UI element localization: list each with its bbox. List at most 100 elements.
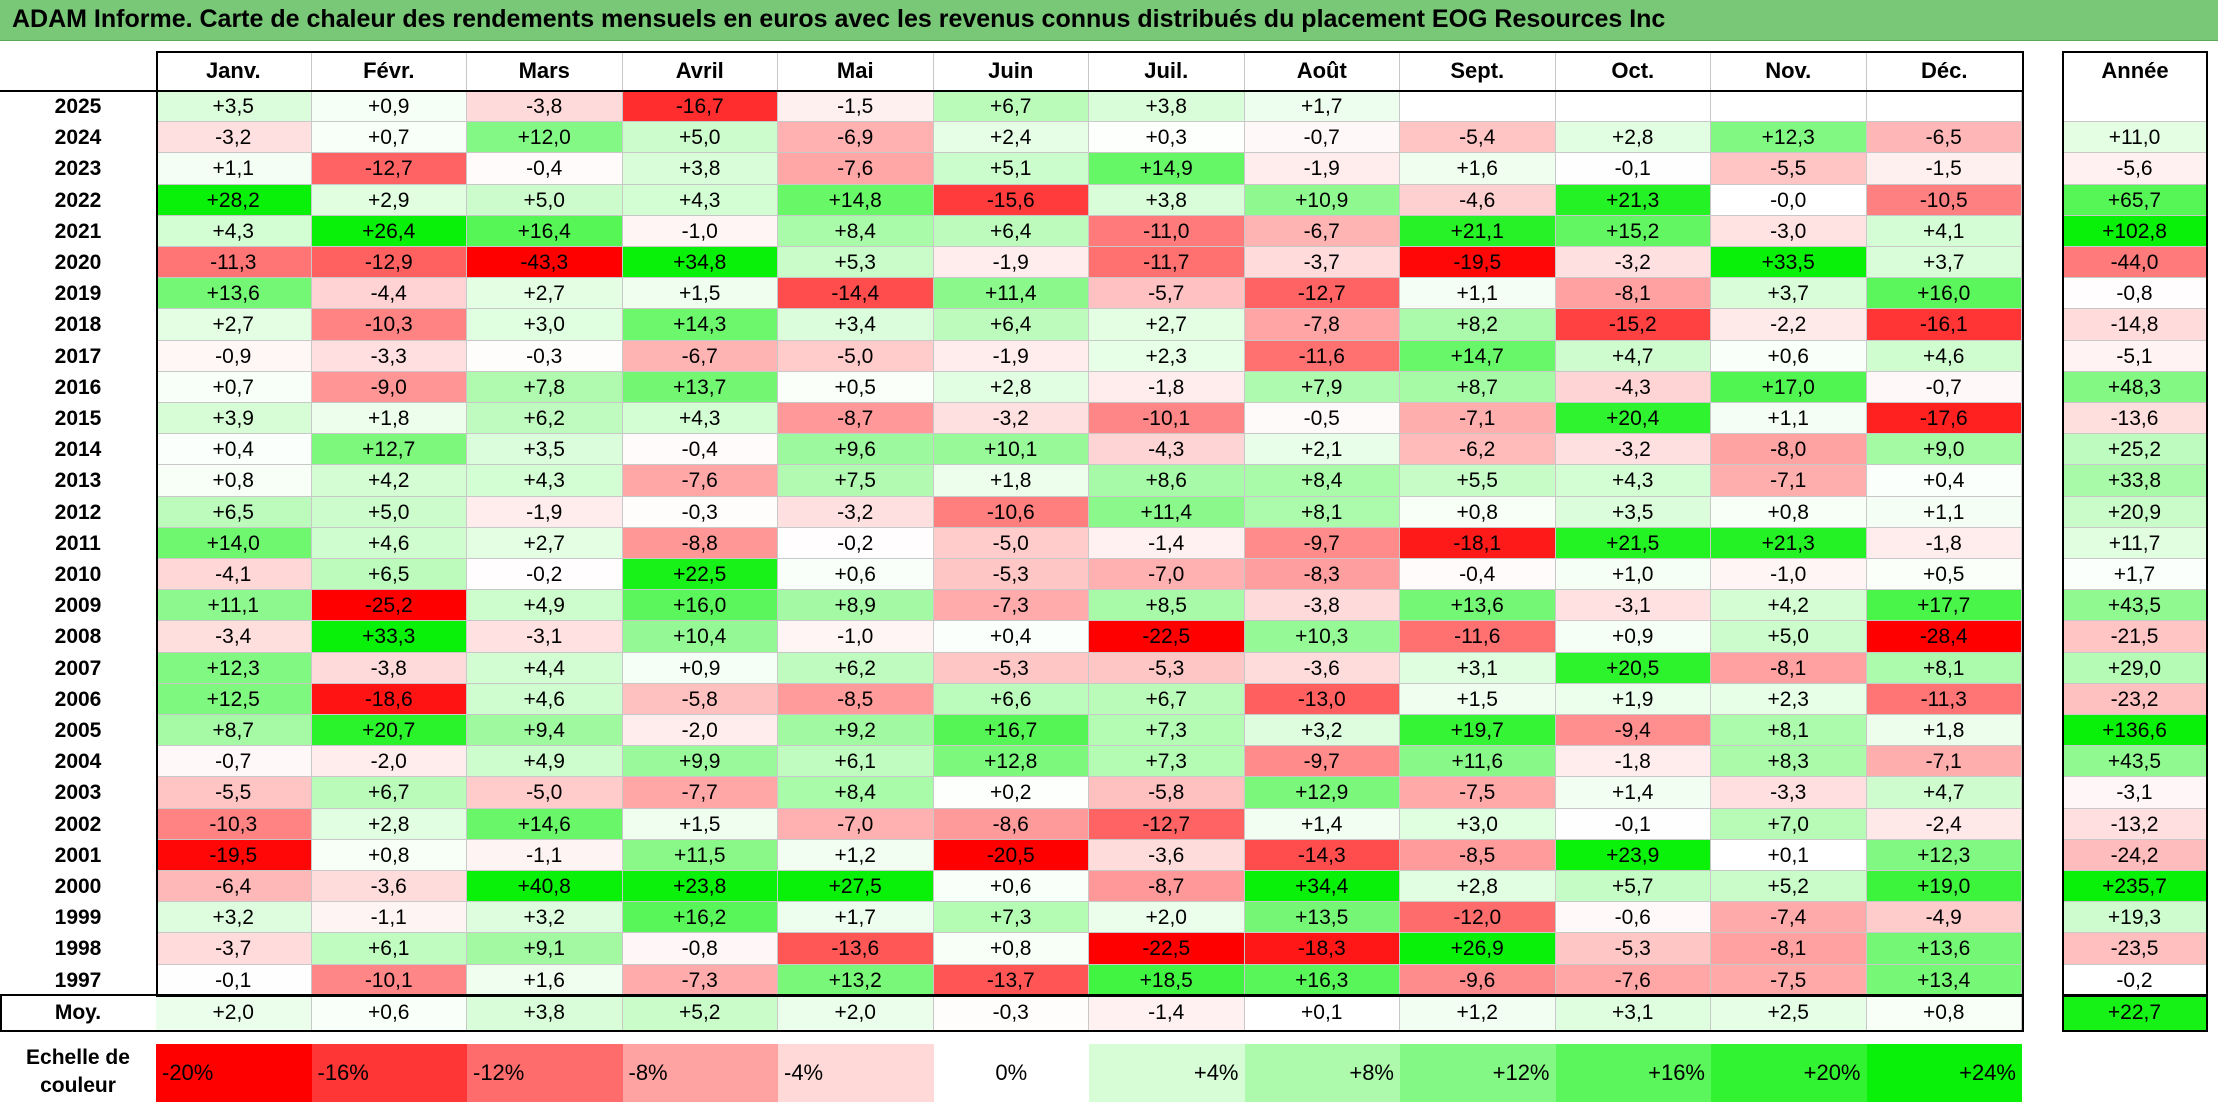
heatmap-cell: +22,5 [622,559,778,591]
heatmap-cell: -0,1 [1555,153,1711,185]
month-header: Juil. [1089,51,1245,91]
heatmap-cell: +3,5 [1555,496,1711,528]
color-scale-swatch: +16% [1555,1044,1711,1102]
heatmap-cell: +16,2 [622,902,778,934]
annual-cell: +20,9 [2062,496,2208,528]
heatmap-cell: -14,4 [778,278,934,310]
heatmap-cell: +2,9 [311,184,467,216]
heatmap-cell: +12,3 [1866,839,2022,871]
heatmap-cell: -11,7 [1089,247,1245,279]
heatmap-cell: +2,0 [1089,902,1245,934]
heatmap-cell: +14,6 [467,808,623,840]
heatmap-cell: +6,1 [778,746,934,778]
heatmap-cell: -2,0 [311,746,467,778]
heatmap-cell: -1,1 [467,839,623,871]
annual-header: Année [2101,58,2169,83]
annual-cell: -23,2 [2062,683,2208,715]
heatmap-cell: +4,1 [1866,215,2022,247]
heatmap-cell: -3,6 [1244,652,1400,684]
heatmap-cell: +1,4 [1555,777,1711,809]
heatmap-cell: -9,7 [1244,746,1400,778]
heatmap-cell: -10,1 [1089,403,1245,435]
year-label: 2010 [54,563,102,586]
annual-cell: +33,8 [2062,465,2208,497]
annual-cell: +25,2 [2062,434,2208,466]
heatmap-cell: -7,8 [1244,309,1400,341]
heatmap-cell: +7,3 [1089,746,1245,778]
annual-cell: +1,7 [2062,559,2208,591]
heatmap-cell: -19,5 [156,839,312,871]
month-header: Oct. [1556,51,1711,91]
heatmap-cell: +3,2 [467,902,623,934]
month-header: Juin [934,51,1089,91]
heatmap-cell: +7,9 [1244,371,1400,403]
year-label: 2018 [54,313,102,337]
heatmap-cell: +13,5 [1244,902,1400,934]
heatmap-cell: -15,6 [933,184,1089,216]
heatmap-cell: -18,1 [1400,527,1556,559]
heatmap-cell: +5,2 [1711,871,1867,903]
heatmap-cell: +16,3 [1244,964,1400,996]
year-label: 2011 [55,531,101,555]
heatmap-cell: +15,2 [1555,215,1711,247]
heatmap-cell: +5,0 [467,184,623,216]
heatmap-cell: -19,5 [1400,247,1556,279]
annual-cell: +11,7 [2062,527,2208,559]
heatmap-cell: -9,6 [1400,964,1556,996]
heatmap-cell: +9,0 [1866,434,2022,466]
heatmap-cell: -11,3 [1866,683,2022,715]
heatmap-cell: -4,3 [1555,371,1711,403]
heatmap-cell: +7,3 [1089,715,1245,747]
annual-cell: -0,8 [2062,278,2208,310]
heatmap-cell: -8,8 [622,527,778,559]
heatmap-cell: -11,0 [1089,215,1245,247]
heatmap-cell: +3,2 [156,902,312,934]
heatmap-cell: +3,4 [778,309,934,341]
heatmap-cell: +1,1 [1866,496,2022,528]
heatmap-cell: +26,4 [311,215,467,247]
heatmap-cell: +14,0 [156,527,312,559]
heatmap-cell: -14,3 [1244,839,1400,871]
heatmap-cell: -1,0 [778,621,934,653]
heatmap-cell: -1,9 [933,247,1089,279]
heatmap-cell: +19,7 [1400,715,1556,747]
heatmap-cell [1711,91,1867,123]
heatmap-cell: -3,2 [933,403,1089,435]
annual-cell: -13,6 [2062,403,2208,435]
heatmap-cell: -18,3 [1244,933,1400,965]
heatmap-cell: +1,9 [1555,683,1711,715]
heatmap-cell: +11,5 [622,839,778,871]
heatmap-cell: +2,1 [1244,434,1400,466]
color-scale-swatch: -16% [311,1044,467,1102]
color-scale-swatch: -8% [622,1044,778,1102]
year-label: 2005 [54,719,102,742]
heatmap-cell: -4,1 [156,559,312,591]
heatmap-cell: +21,1 [1400,215,1556,247]
chart-title: ADAM Informe. Carte de chaleur des rende… [12,5,1666,33]
heatmap-cell: +12,8 [933,746,1089,778]
heatmap-cell: -10,3 [311,309,467,341]
heatmap-cell: +7,3 [933,902,1089,934]
year-label: 2012 [54,500,102,524]
heatmap-cell: +2,4 [933,122,1089,154]
heatmap-cell: -28,4 [1866,621,2022,653]
year-label: 2017 [54,344,102,368]
heatmap-cell: +2,7 [1089,309,1245,341]
average-cell: +2,0 [778,994,934,1032]
heatmap-cell: -7,6 [1555,964,1711,996]
heatmap-cell: +0,8 [311,839,467,871]
heatmap-cell: +1,2 [778,839,934,871]
heatmap-cell: -5,4 [1400,122,1556,154]
average-annual-cell: +22,7 [2062,994,2208,1032]
heatmap-cell: +12,9 [1244,777,1400,809]
color-scale-swatch: -4% [778,1044,934,1102]
heatmap-cell: +40,8 [467,871,623,903]
heatmap-cell: -1,5 [778,91,934,123]
heatmap-cell: -4,4 [311,278,467,310]
heatmap-cell: +0,6 [778,559,934,591]
heatmap-cell: -6,5 [1866,122,2022,154]
heatmap-cell: -0,8 [622,933,778,965]
heatmap-cell: +34,4 [1244,871,1400,903]
heatmap-cell: +14,9 [1089,153,1245,185]
heatmap-cell: -25,2 [311,590,467,622]
